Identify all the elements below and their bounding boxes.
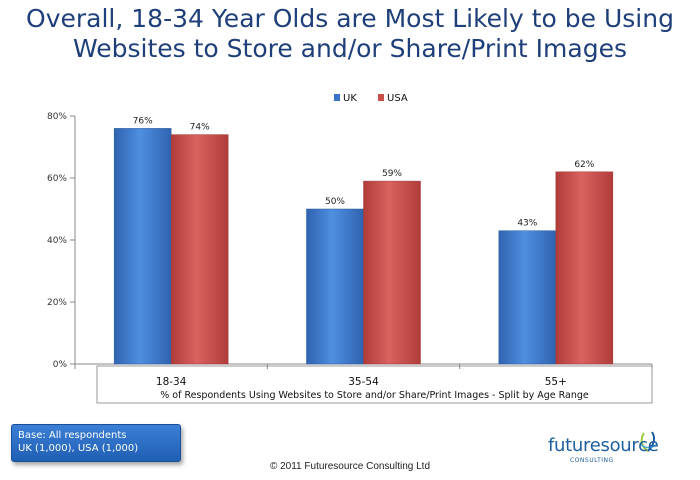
legend: UK USA	[334, 93, 408, 104]
x-axis-box	[96, 365, 653, 404]
legend-swatch-uk	[334, 94, 340, 101]
legend-swatch-usa	[378, 94, 384, 101]
x-tick-label: 55+	[545, 376, 567, 388]
logo-swirl-icon	[639, 431, 658, 452]
axes: 0% 20% 40% 60% 80% % of Respondents Using Web…	[47, 112, 653, 404]
x-tick-label: 18-34	[156, 376, 187, 388]
legend-label-uk: UK	[343, 93, 357, 104]
x-tick-label: 35-54	[348, 376, 379, 388]
logo-name: futuresource	[548, 435, 659, 456]
bar-usa	[363, 180, 421, 365]
logo-sub: CONSULTING	[570, 457, 614, 464]
y-tick-label: 0%	[53, 360, 68, 370]
futuresource-logo: futuresource CONSULTING	[548, 429, 688, 471]
data-label: 43%	[517, 219, 537, 229]
bar-usa	[170, 134, 229, 365]
y-tick-label: 20%	[47, 298, 67, 308]
y-tick-label: 40%	[47, 236, 67, 246]
bars	[113, 128, 614, 365]
bar-chart: 0% 20% 40% 60% 80% % of Respondents Using Web…	[47, 93, 653, 404]
legend-label-usa: USA	[387, 93, 408, 104]
data-label: 62%	[574, 160, 594, 170]
data-label: 50%	[325, 197, 345, 207]
bar-usa	[555, 171, 614, 365]
y-tick-label: 80%	[47, 112, 67, 122]
bar-uk	[498, 230, 557, 365]
copyright-text: © 2011 Futuresource Consulting Ltd	[269, 461, 431, 472]
base-note-line-1: Base: All respondents	[18, 430, 127, 441]
base-note-line-2: UK (1,000), USA (1,000)	[18, 443, 139, 454]
bar-uk	[113, 128, 172, 365]
x-axis-title: % of Respondents Using Websites to Store…	[160, 390, 589, 401]
chart-title: Overall, 18-34 Year Olds are Most Likely…	[0, 4, 700, 64]
title-line-2: Websites to Store and/or Share/Print Ima…	[72, 34, 628, 63]
data-labels: 76% 74% 50% 59% 43% 62%	[133, 116, 595, 228]
data-label: 76%	[133, 116, 153, 126]
title-line-1: Overall, 18-34 Year Olds are Most Likely…	[26, 4, 674, 33]
y-tick-label: 60%	[47, 174, 67, 184]
bar-uk	[306, 208, 364, 365]
data-label: 74%	[190, 123, 210, 133]
base-note-box: Base: All respondents UK (1,000), USA (1…	[11, 424, 181, 462]
data-label: 59%	[382, 169, 402, 179]
